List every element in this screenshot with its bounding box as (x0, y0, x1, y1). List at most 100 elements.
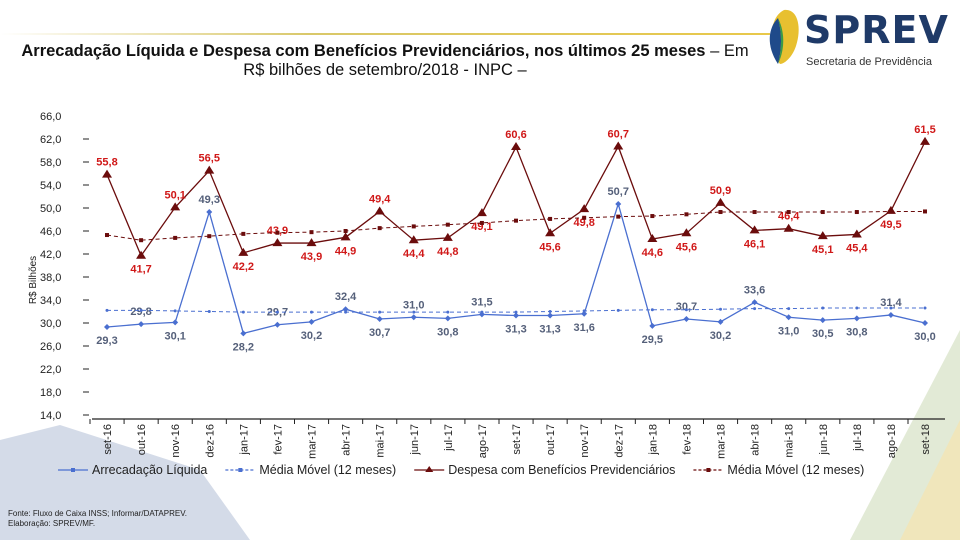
dot-marker (548, 310, 552, 313)
data-label: 44,8 (437, 246, 458, 258)
data-label: 30,0 (914, 331, 935, 343)
data-label: 31,5 (471, 296, 492, 308)
data-label: 44,6 (642, 247, 663, 259)
square-marker (616, 214, 621, 219)
diamond-marker (206, 209, 213, 216)
y-tick-label: 62,0 (40, 134, 61, 146)
square-marker (650, 214, 655, 219)
data-label: 61,5 (914, 124, 935, 136)
square-marker (718, 210, 723, 215)
triangle-marker (749, 225, 760, 234)
square-marker (173, 235, 178, 240)
x-tick-label: ago-17 (477, 424, 489, 458)
legend-label: Arrecadação Líquida (92, 463, 207, 477)
square-marker (854, 210, 859, 215)
x-tick-label: jul-17 (443, 424, 455, 452)
x-tick-label: jan-18 (647, 424, 659, 456)
diamond-marker (717, 318, 724, 325)
dot-marker (344, 310, 348, 314)
data-label: 50,1 (164, 189, 185, 201)
dot-marker (616, 308, 620, 312)
triangle-marker (579, 204, 590, 213)
x-tick-label: out-17 (545, 424, 557, 455)
triangle-marker (715, 197, 726, 206)
square-marker (888, 209, 893, 214)
data-label: 28,2 (233, 341, 254, 353)
diamond-marker (138, 321, 145, 328)
legend-label: Média Móvel (12 meses) (259, 463, 396, 477)
data-label: 50,9 (710, 185, 731, 197)
data-label: 45,4 (846, 242, 868, 254)
dot-marker (412, 310, 416, 314)
diamond-marker (547, 312, 554, 319)
x-tick-label: jun-17 (409, 424, 421, 456)
legend-marker (238, 468, 243, 472)
data-label: 60,6 (505, 129, 526, 141)
diamond-marker (478, 311, 485, 318)
y-tick-label: 34,0 (40, 295, 61, 307)
dot-marker (582, 309, 586, 313)
dot-marker (480, 310, 484, 314)
square-marker (684, 212, 689, 217)
data-label: 46,1 (744, 238, 765, 250)
square-marker (479, 220, 484, 225)
x-tick-label: set-16 (102, 424, 114, 455)
y-tick-label: 54,0 (40, 180, 61, 192)
square-marker (343, 229, 348, 233)
triangle-marker (545, 228, 556, 237)
data-label: 32,4 (335, 291, 357, 303)
data-label: 44,4 (403, 248, 425, 260)
data-label: 31,4 (880, 297, 902, 309)
data-label: 46,4 (778, 211, 800, 223)
triangle-marker (340, 232, 351, 241)
diamond-marker (615, 200, 622, 207)
square-marker (241, 231, 246, 236)
data-label: 30,8 (846, 326, 867, 338)
data-label: 49,5 (880, 219, 901, 231)
triangle-marker (647, 234, 658, 243)
x-tick-label: dez-17 (613, 424, 625, 458)
data-label: 31,3 (505, 324, 526, 336)
triangle-marker (170, 202, 181, 211)
data-label: 49,8 (573, 217, 594, 229)
diamond-marker (649, 322, 656, 329)
dot-marker (207, 310, 211, 313)
triangle-marker (204, 165, 215, 174)
data-label: 29,5 (642, 334, 663, 346)
dot-marker (105, 308, 109, 312)
square-marker (275, 230, 280, 235)
x-tick-label: fev-17 (272, 424, 284, 455)
square-marker (752, 210, 757, 215)
series-line-2 (106, 141, 926, 258)
square-marker (139, 238, 144, 243)
triangle-marker (817, 231, 828, 240)
dot-marker (139, 308, 143, 312)
source-note: Fonte: Fluxo de Caixa INSS; Informar/DAT… (8, 509, 188, 518)
square-marker (820, 210, 825, 215)
data-label: 60,7 (608, 128, 629, 140)
y-axis-label: R$ Bilhões (28, 256, 39, 304)
dot-marker (821, 306, 825, 310)
data-label: 30,5 (812, 328, 833, 340)
data-label: 49,3 (199, 194, 220, 206)
x-tick-label: nov-16 (170, 424, 182, 458)
data-label: 50,7 (608, 186, 629, 198)
data-label: 31,0 (778, 325, 799, 337)
diamond-marker (172, 319, 179, 326)
data-label: 45,6 (539, 241, 560, 253)
diamond-marker (444, 315, 451, 322)
data-label: 49,1 (471, 221, 492, 233)
square-marker (923, 209, 927, 214)
x-tick-label: set-18 (920, 424, 932, 455)
logo-text: SPREV (804, 8, 949, 52)
x-tick-label: mar-17 (307, 424, 319, 459)
dot-marker (378, 310, 382, 314)
data-label: 43,9 (301, 251, 322, 263)
diamond-marker (274, 321, 281, 328)
legend-marker (71, 468, 75, 472)
triangle-marker (238, 247, 249, 256)
data-label: 31,3 (539, 324, 560, 336)
diamond-marker (513, 312, 519, 319)
x-tick-label: abr-17 (341, 424, 353, 456)
x-tick-label: mai-17 (375, 424, 387, 458)
